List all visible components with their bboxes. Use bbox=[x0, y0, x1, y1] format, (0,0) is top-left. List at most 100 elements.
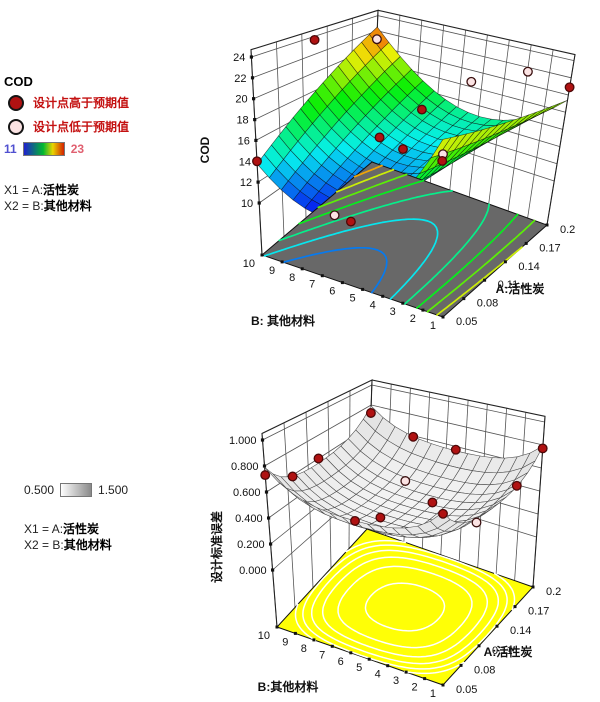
design-point-above bbox=[408, 431, 419, 442]
svg-text:22: 22 bbox=[234, 73, 246, 85]
svg-text:0.2: 0.2 bbox=[560, 224, 575, 236]
stderr-design-plot: 0.0000.2000.4000.6000.8001.0001098765432… bbox=[209, 379, 561, 700]
colorbar-min-label: 11 bbox=[4, 142, 17, 156]
y-axis-title: B: 其他材料 bbox=[251, 313, 315, 328]
svg-text:7: 7 bbox=[319, 649, 325, 661]
svg-text:4: 4 bbox=[370, 299, 376, 311]
factor-x2: X2 = B:其他材料 bbox=[4, 199, 92, 213]
design-points bbox=[252, 34, 575, 227]
z-axis-title: 设计标准误差 bbox=[209, 511, 224, 583]
design-point-below bbox=[329, 210, 340, 221]
svg-text:18: 18 bbox=[236, 115, 248, 127]
design-point-below bbox=[400, 476, 411, 486]
design-point-below bbox=[466, 76, 477, 87]
svg-text:0.11: 0.11 bbox=[498, 279, 519, 291]
x-axis-title: A:活性炭 bbox=[484, 644, 533, 659]
z-axis-title: COD bbox=[198, 136, 212, 163]
design-point-above bbox=[260, 470, 271, 481]
svg-text:12: 12 bbox=[240, 177, 252, 189]
z-axis: 0.000 0.200 0.400 0.600 0.800 1.000 bbox=[229, 435, 275, 577]
design-point-above bbox=[252, 156, 262, 167]
svg-text:5: 5 bbox=[349, 292, 355, 304]
svg-text:0.17: 0.17 bbox=[539, 242, 560, 254]
design-point-below bbox=[522, 66, 533, 77]
svg-text:1.000: 1.000 bbox=[229, 435, 257, 447]
design-point-above bbox=[537, 443, 548, 454]
design-point-above bbox=[350, 515, 360, 526]
svg-text:0.400: 0.400 bbox=[235, 513, 263, 525]
svg-text:0.17: 0.17 bbox=[528, 606, 549, 618]
design-point-above bbox=[375, 512, 386, 523]
rainbow-colorbar bbox=[22, 142, 65, 156]
svg-text:0.05: 0.05 bbox=[456, 316, 477, 328]
svg-text:20: 20 bbox=[235, 94, 247, 106]
design-point-above bbox=[345, 216, 356, 227]
legend-stderr: 0.500 1.500 X1 = A:活性炭 X2 = B:其他材料 bbox=[24, 483, 128, 553]
factor-x1: X1 = A:活性炭 bbox=[4, 183, 80, 197]
gray-colorbar-max-label: 1.500 bbox=[98, 483, 129, 497]
svg-text:0.000: 0.000 bbox=[239, 565, 267, 577]
design-point-below bbox=[371, 34, 382, 45]
svg-text:4: 4 bbox=[375, 669, 381, 681]
svg-text:0.05: 0.05 bbox=[456, 684, 477, 696]
design-point-below-icon bbox=[8, 118, 24, 135]
design-point-above bbox=[427, 497, 438, 508]
svg-text:0.2: 0.2 bbox=[546, 586, 561, 598]
svg-text:1: 1 bbox=[430, 688, 436, 700]
svg-text:0.200: 0.200 bbox=[237, 539, 265, 551]
design-point-below-label: 设计点低于预期值 bbox=[33, 120, 130, 134]
floor-contour-plane bbox=[276, 528, 534, 686]
svg-text:0.14: 0.14 bbox=[518, 261, 539, 273]
svg-text:10: 10 bbox=[241, 198, 253, 210]
svg-text:8: 8 bbox=[301, 643, 307, 655]
svg-text:10: 10 bbox=[243, 258, 255, 270]
design-point-above bbox=[287, 471, 298, 482]
x-axis-title: A:活性炭 bbox=[496, 281, 545, 296]
factor-x2-bottom: X2 = B:其他材料 bbox=[24, 538, 112, 552]
legend-point-below-row: 设计点低于预期值 bbox=[4, 118, 129, 135]
gray-colorbar-min-label: 0.500 bbox=[24, 483, 55, 497]
legend-point-above-row: 设计点高于预期值 bbox=[4, 94, 129, 111]
svg-text:16: 16 bbox=[238, 135, 250, 147]
svg-text:6: 6 bbox=[338, 656, 344, 668]
z-axis: 10 12 14 16 18 20 22 24 bbox=[233, 52, 261, 210]
design-point-above bbox=[437, 155, 448, 166]
svg-text:0.11: 0.11 bbox=[492, 645, 513, 657]
design-point-above bbox=[450, 444, 461, 455]
y-axis-title: B:其他材料 bbox=[258, 679, 319, 694]
svg-text:2: 2 bbox=[411, 682, 417, 694]
svg-text:3: 3 bbox=[393, 675, 399, 687]
svg-text:24: 24 bbox=[233, 52, 245, 64]
legend-cod: COD 设计点高于预期值 设计点低于预期值 11 23 X1 = A:活性炭 X… bbox=[4, 74, 129, 214]
svg-text:8: 8 bbox=[289, 272, 295, 284]
design-point-above bbox=[365, 408, 376, 418]
design-point-above bbox=[416, 104, 427, 115]
svg-text:6: 6 bbox=[329, 286, 335, 298]
svg-text:7: 7 bbox=[309, 279, 315, 291]
legend-colorbar-row: 11 23 bbox=[4, 142, 129, 156]
svg-text:1: 1 bbox=[430, 320, 436, 332]
legend-cod-title: COD bbox=[4, 74, 33, 89]
colorbar-max-label: 23 bbox=[70, 142, 85, 156]
svg-text:0.14: 0.14 bbox=[510, 625, 531, 637]
svg-text:3: 3 bbox=[390, 306, 396, 318]
svg-text:0.600: 0.600 bbox=[233, 487, 261, 499]
svg-text:2: 2 bbox=[410, 313, 416, 325]
svg-text:0.08: 0.08 bbox=[474, 664, 495, 676]
svg-text:9: 9 bbox=[269, 265, 275, 277]
svg-text:9: 9 bbox=[282, 636, 288, 648]
design-point-above bbox=[511, 480, 522, 491]
design-point-below bbox=[471, 517, 482, 528]
design-point-above bbox=[398, 144, 408, 155]
design-point-above bbox=[313, 453, 324, 464]
factor-definitions-bottom: X1 = A:活性炭 X2 = B:其他材料 bbox=[24, 521, 128, 553]
factor-definitions: X1 = A:活性炭 X2 = B:其他材料 bbox=[4, 182, 129, 214]
design-point-above-label: 设计点高于预期值 bbox=[33, 96, 130, 110]
design-point-above-icon bbox=[8, 94, 24, 111]
svg-text:0.800: 0.800 bbox=[231, 461, 259, 473]
design-points bbox=[260, 408, 548, 528]
